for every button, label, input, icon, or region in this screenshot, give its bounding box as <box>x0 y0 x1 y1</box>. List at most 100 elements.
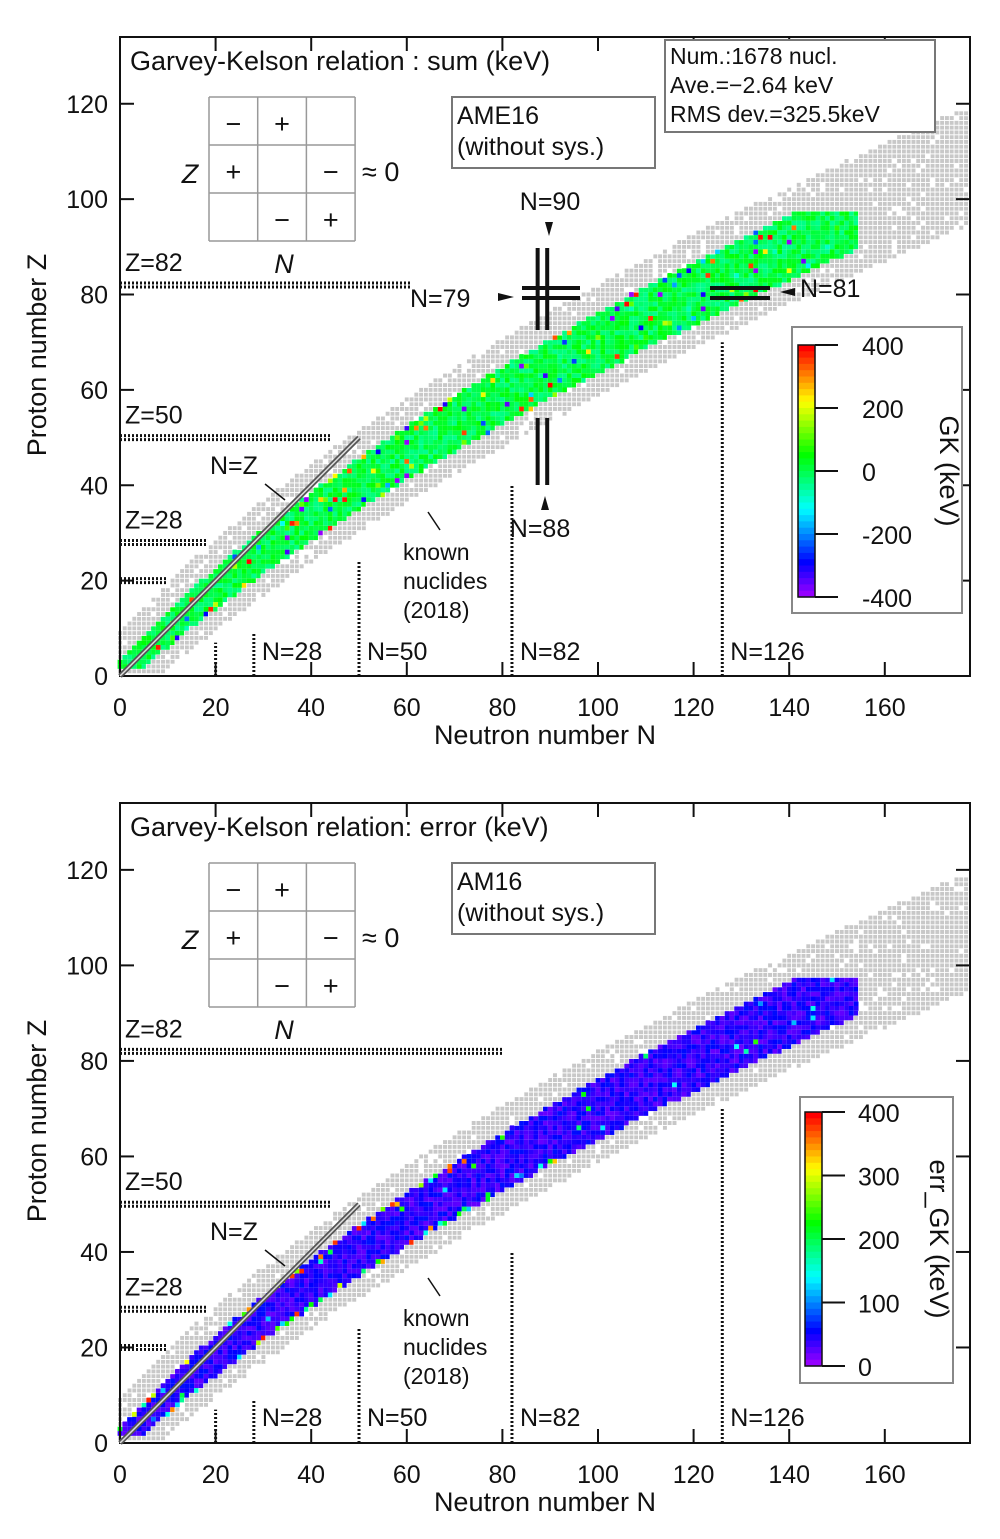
known-nuclide-cell <box>523 430 530 436</box>
known-nuclide-cell <box>284 1325 291 1332</box>
known-nuclide-cell <box>944 162 950 169</box>
nuclide-cell <box>418 449 424 455</box>
known-nuclide-cell <box>279 563 286 570</box>
nuclide-cell <box>825 239 830 245</box>
nuclide-cell <box>829 211 835 216</box>
nuclide-cell <box>643 339 649 345</box>
known-nuclide-cell <box>208 625 214 632</box>
nuclide-cell <box>490 401 496 407</box>
nuclide-cell <box>762 253 768 259</box>
nuclide-cell <box>791 230 797 235</box>
nuclide-cell <box>241 1330 247 1336</box>
nuclide-cell <box>217 1335 223 1341</box>
known-nuclide-cell <box>303 1244 310 1250</box>
nuclide-cell <box>313 506 319 512</box>
nuclide-cell <box>351 497 357 502</box>
known-nuclide-cell <box>939 158 945 164</box>
nuclide-cell <box>198 583 204 588</box>
nuclide-cell <box>528 382 534 388</box>
nuclide-cell <box>165 616 171 622</box>
known-nuclide-cell <box>284 1249 291 1255</box>
nuclide-cell <box>782 230 787 235</box>
nuclide-cell <box>170 1392 175 1398</box>
nuclide-cell <box>504 411 510 417</box>
nuclide-cell <box>557 387 563 393</box>
known-nuclide-cell <box>580 301 587 307</box>
nuclide-cell <box>351 1225 357 1231</box>
known-nuclide-cell <box>284 1339 291 1346</box>
nuclide-cell <box>662 287 668 293</box>
nuclide-cell <box>490 420 496 426</box>
n79-label: N=79 <box>410 285 470 313</box>
nuclide-cell <box>284 1321 290 1326</box>
known-nuclide-cell <box>141 611 147 617</box>
known-nuclide-cell <box>227 1316 233 1322</box>
known-nuclide-cell <box>480 368 487 374</box>
nuclide-cell <box>256 1321 262 1326</box>
known-nuclide-cell <box>227 606 233 613</box>
nuclide-cell <box>810 230 816 235</box>
known-nuclide-cell <box>141 1387 147 1394</box>
known-nuclide-cell <box>212 625 219 632</box>
known-nuclide-cell <box>504 334 510 341</box>
known-nuclide-cell <box>858 186 864 193</box>
nuclide-cell <box>251 568 257 574</box>
arrow-n90 <box>545 222 553 236</box>
known-nuclide-cell <box>490 439 496 446</box>
nuclide-cell <box>399 463 405 469</box>
known-nuclide-cell <box>513 334 520 341</box>
known-nuclide-cell <box>332 525 338 531</box>
known-nuclide-cell <box>203 573 209 579</box>
known-nuclide-cell <box>246 534 252 541</box>
known-nuclide-cell <box>929 201 936 207</box>
nuclide-cell <box>495 377 501 383</box>
known-nuclide-cell <box>905 153 912 160</box>
known-nuclide-cell <box>901 248 907 255</box>
known-nuclide-cell <box>858 167 864 174</box>
known-nuclide-cell <box>370 425 377 431</box>
nuclide-cell <box>638 287 644 293</box>
known-nuclide-cell <box>490 348 496 355</box>
known-nuclide-cell <box>552 306 558 312</box>
nuclide-cell <box>586 344 591 350</box>
colorbar-segment <box>798 345 815 352</box>
nuclide-cell <box>566 344 572 350</box>
nuclide-cell <box>189 621 195 626</box>
known-nuclide-cell <box>901 148 907 155</box>
nuclide-cell <box>447 416 453 421</box>
nuclide-cell <box>590 320 596 326</box>
known-nuclide-cell <box>413 391 420 398</box>
nuclide-cell <box>825 258 830 264</box>
nuclide-cell <box>686 315 692 321</box>
known-nuclide-cell <box>690 234 697 241</box>
nuclide-cell <box>734 253 740 259</box>
known-nuclide-cell <box>580 387 587 393</box>
known-nuclide-cell <box>877 162 883 169</box>
known-nuclide-cell <box>905 139 912 145</box>
known-nuclide-cell <box>365 511 372 517</box>
nuclide-cell <box>433 439 438 445</box>
known-nuclide-cell <box>289 1330 295 1336</box>
nuclide-cell <box>370 1249 376 1255</box>
nuclide-cell <box>375 487 381 493</box>
nuclide-cell <box>700 273 706 278</box>
nuclide-cell <box>576 354 582 359</box>
known-nuclide-cell <box>150 606 157 613</box>
known-nuclide-cell <box>623 272 630 279</box>
nuclide-cell <box>810 239 816 245</box>
known-nuclide-cell <box>384 425 391 431</box>
known-nuclide-cell <box>394 501 401 508</box>
nuclide-cell <box>203 606 209 612</box>
known-nuclide-cell <box>671 344 678 350</box>
known-nuclide-cell <box>948 215 955 221</box>
nuclide-cell <box>519 382 524 388</box>
nuclide-cell <box>633 296 639 302</box>
known-nuclide-cell <box>843 191 850 198</box>
known-nuclide-cell <box>418 396 424 403</box>
nuclide-cell <box>748 277 754 283</box>
known-nuclide-cell <box>251 530 257 536</box>
nuclide-cell <box>418 416 424 421</box>
known-nuclide-cell <box>729 234 735 241</box>
known-nuclide-cell <box>217 1311 224 1317</box>
